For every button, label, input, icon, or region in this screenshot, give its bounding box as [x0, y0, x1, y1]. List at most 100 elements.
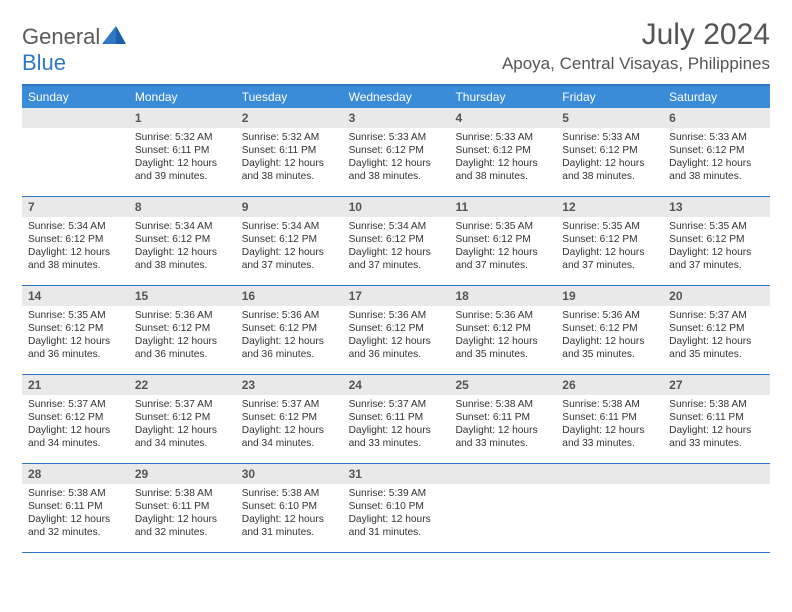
day-cell: 27Sunrise: 5:38 AMSunset: 6:11 PMDayligh…: [663, 375, 770, 463]
daylight-text: Daylight: 12 hours and 36 minutes.: [135, 335, 230, 361]
day-details: Sunrise: 5:37 AMSunset: 6:12 PMDaylight:…: [129, 395, 236, 450]
day-number: 30: [236, 464, 343, 484]
day-number: 13: [663, 197, 770, 217]
day-details: Sunrise: 5:36 AMSunset: 6:12 PMDaylight:…: [343, 306, 450, 361]
daylight-text: Daylight: 12 hours and 39 minutes.: [135, 157, 230, 183]
day-details: Sunrise: 5:35 AMSunset: 6:12 PMDaylight:…: [22, 306, 129, 361]
day-cell: 29Sunrise: 5:38 AMSunset: 6:11 PMDayligh…: [129, 464, 236, 552]
day-number: 22: [129, 375, 236, 395]
dow-cell: Tuesday: [236, 86, 343, 108]
sunrise-text: Sunrise: 5:32 AM: [135, 131, 230, 144]
day-number: 11: [449, 197, 556, 217]
daylight-text: Daylight: 12 hours and 36 minutes.: [349, 335, 444, 361]
day-cell: 5Sunrise: 5:33 AMSunset: 6:12 PMDaylight…: [556, 108, 663, 196]
day-cell: 3Sunrise: 5:33 AMSunset: 6:12 PMDaylight…: [343, 108, 450, 196]
daylight-text: Daylight: 12 hours and 38 minutes.: [242, 157, 337, 183]
sunset-text: Sunset: 6:11 PM: [562, 411, 657, 424]
sunrise-text: Sunrise: 5:35 AM: [669, 220, 764, 233]
day-number: 2: [236, 108, 343, 128]
day-details: Sunrise: 5:38 AMSunset: 6:11 PMDaylight:…: [663, 395, 770, 450]
day-details: Sunrise: 5:37 AMSunset: 6:11 PMDaylight:…: [343, 395, 450, 450]
daylight-text: Daylight: 12 hours and 38 minutes.: [669, 157, 764, 183]
sunset-text: Sunset: 6:12 PM: [669, 144, 764, 157]
day-details: Sunrise: 5:36 AMSunset: 6:12 PMDaylight:…: [556, 306, 663, 361]
daylight-text: Daylight: 12 hours and 36 minutes.: [28, 335, 123, 361]
triangle-icon: [102, 31, 128, 48]
day-number: 7: [22, 197, 129, 217]
day-number: 26: [556, 375, 663, 395]
sunrise-text: Sunrise: 5:36 AM: [242, 309, 337, 322]
daylight-text: Daylight: 12 hours and 33 minutes.: [562, 424, 657, 450]
day-details: Sunrise: 5:36 AMSunset: 6:12 PMDaylight:…: [129, 306, 236, 361]
day-of-week-header: SundayMondayTuesdayWednesdayThursdayFrid…: [22, 86, 770, 108]
daylight-text: Daylight: 12 hours and 34 minutes.: [28, 424, 123, 450]
daylight-text: Daylight: 12 hours and 37 minutes.: [242, 246, 337, 272]
day-cell: 23Sunrise: 5:37 AMSunset: 6:12 PMDayligh…: [236, 375, 343, 463]
sunrise-text: Sunrise: 5:34 AM: [28, 220, 123, 233]
day-cell: [663, 464, 770, 552]
day-cell: 18Sunrise: 5:36 AMSunset: 6:12 PMDayligh…: [449, 286, 556, 374]
sunrise-text: Sunrise: 5:38 AM: [669, 398, 764, 411]
day-cell: 11 Sunrise: 5:35 AMSunset: 6:12 PMDayligh…: [449, 197, 556, 285]
sunrise-text: Sunrise: 5:37 AM: [349, 398, 444, 411]
day-number: 14: [22, 286, 129, 306]
brand-logo: General Blue: [22, 18, 128, 76]
sunset-text: Sunset: 6:12 PM: [28, 411, 123, 424]
day-cell: 12Sunrise: 5:35 AMSunset: 6:12 PMDayligh…: [556, 197, 663, 285]
day-cell: 21Sunrise: 5:37 AMSunset: 6:12 PMDayligh…: [22, 375, 129, 463]
brand-word-2: Blue: [22, 50, 66, 75]
day-cell: [556, 464, 663, 552]
title-block: July 2024 Apoya, Central Visayas, Philip…: [502, 18, 770, 74]
sunrise-text: Sunrise: 5:36 AM: [562, 309, 657, 322]
day-details: Sunrise: 5:35 AMSunset: 6:12 PMDaylight:…: [556, 217, 663, 272]
sunrise-text: Sunrise: 5:35 AM: [562, 220, 657, 233]
day-details: Sunrise: 5:38 AMSunset: 6:10 PMDaylight:…: [236, 484, 343, 539]
day-cell: 8Sunrise: 5:34 AMSunset: 6:12 PMDaylight…: [129, 197, 236, 285]
day-number: 20: [663, 286, 770, 306]
day-cell: 28Sunrise: 5:38 AMSunset: 6:11 PMDayligh…: [22, 464, 129, 552]
day-details: Sunrise: 5:34 AMSunset: 6:12 PMDaylight:…: [343, 217, 450, 272]
sunset-text: Sunset: 6:11 PM: [669, 411, 764, 424]
sunset-text: Sunset: 6:12 PM: [28, 322, 123, 335]
day-cell: 4Sunrise: 5:33 AMSunset: 6:12 PMDaylight…: [449, 108, 556, 196]
sunset-text: Sunset: 6:12 PM: [455, 144, 550, 157]
sunrise-text: Sunrise: 5:34 AM: [349, 220, 444, 233]
day-number: 31: [343, 464, 450, 484]
sunset-text: Sunset: 6:12 PM: [135, 233, 230, 246]
sunset-text: Sunset: 6:12 PM: [349, 233, 444, 246]
day-cell: 1Sunrise: 5:32 AMSunset: 6:11 PMDaylight…: [129, 108, 236, 196]
daylight-text: Daylight: 12 hours and 38 minutes.: [28, 246, 123, 272]
daylight-text: Daylight: 12 hours and 31 minutes.: [349, 513, 444, 539]
day-cell: 19Sunrise: 5:36 AMSunset: 6:12 PMDayligh…: [556, 286, 663, 374]
sunrise-text: Sunrise: 5:38 AM: [28, 487, 123, 500]
day-cell: 2Sunrise: 5:32 AMSunset: 6:11 PMDaylight…: [236, 108, 343, 196]
day-cell: [22, 108, 129, 196]
day-number: 23: [236, 375, 343, 395]
sunrise-text: Sunrise: 5:32 AM: [242, 131, 337, 144]
day-number: 17: [343, 286, 450, 306]
day-details: Sunrise: 5:36 AMSunset: 6:12 PMDaylight:…: [449, 306, 556, 361]
daylight-text: Daylight: 12 hours and 38 minutes.: [562, 157, 657, 183]
sunrise-text: Sunrise: 5:37 AM: [28, 398, 123, 411]
sunset-text: Sunset: 6:12 PM: [669, 233, 764, 246]
day-cell: 22Sunrise: 5:37 AMSunset: 6:12 PMDayligh…: [129, 375, 236, 463]
day-number: 5: [556, 108, 663, 128]
sunset-text: Sunset: 6:12 PM: [455, 233, 550, 246]
month-title: July 2024: [502, 18, 770, 52]
day-number: 18: [449, 286, 556, 306]
day-cell: 10Sunrise: 5:34 AMSunset: 6:12 PMDayligh…: [343, 197, 450, 285]
sunset-text: Sunset: 6:12 PM: [242, 411, 337, 424]
sunrise-text: Sunrise: 5:35 AM: [455, 220, 550, 233]
sunset-text: Sunset: 6:11 PM: [28, 500, 123, 513]
dow-cell: Monday: [129, 86, 236, 108]
daylight-text: Daylight: 12 hours and 32 minutes.: [28, 513, 123, 539]
sunset-text: Sunset: 6:11 PM: [455, 411, 550, 424]
day-details: Sunrise: 5:38 AMSunset: 6:11 PMDaylight:…: [449, 395, 556, 450]
daylight-text: Daylight: 12 hours and 33 minutes.: [455, 424, 550, 450]
day-details: Sunrise: 5:33 AMSunset: 6:12 PMDaylight:…: [663, 128, 770, 183]
daylight-text: Daylight: 12 hours and 37 minutes.: [455, 246, 550, 272]
header: General Blue July 2024 Apoya, Central Vi…: [22, 18, 770, 76]
day-cell: 20Sunrise: 5:37 AMSunset: 6:12 PMDayligh…: [663, 286, 770, 374]
day-details: Sunrise: 5:33 AMSunset: 6:12 PMDaylight:…: [556, 128, 663, 183]
sunrise-text: Sunrise: 5:37 AM: [242, 398, 337, 411]
